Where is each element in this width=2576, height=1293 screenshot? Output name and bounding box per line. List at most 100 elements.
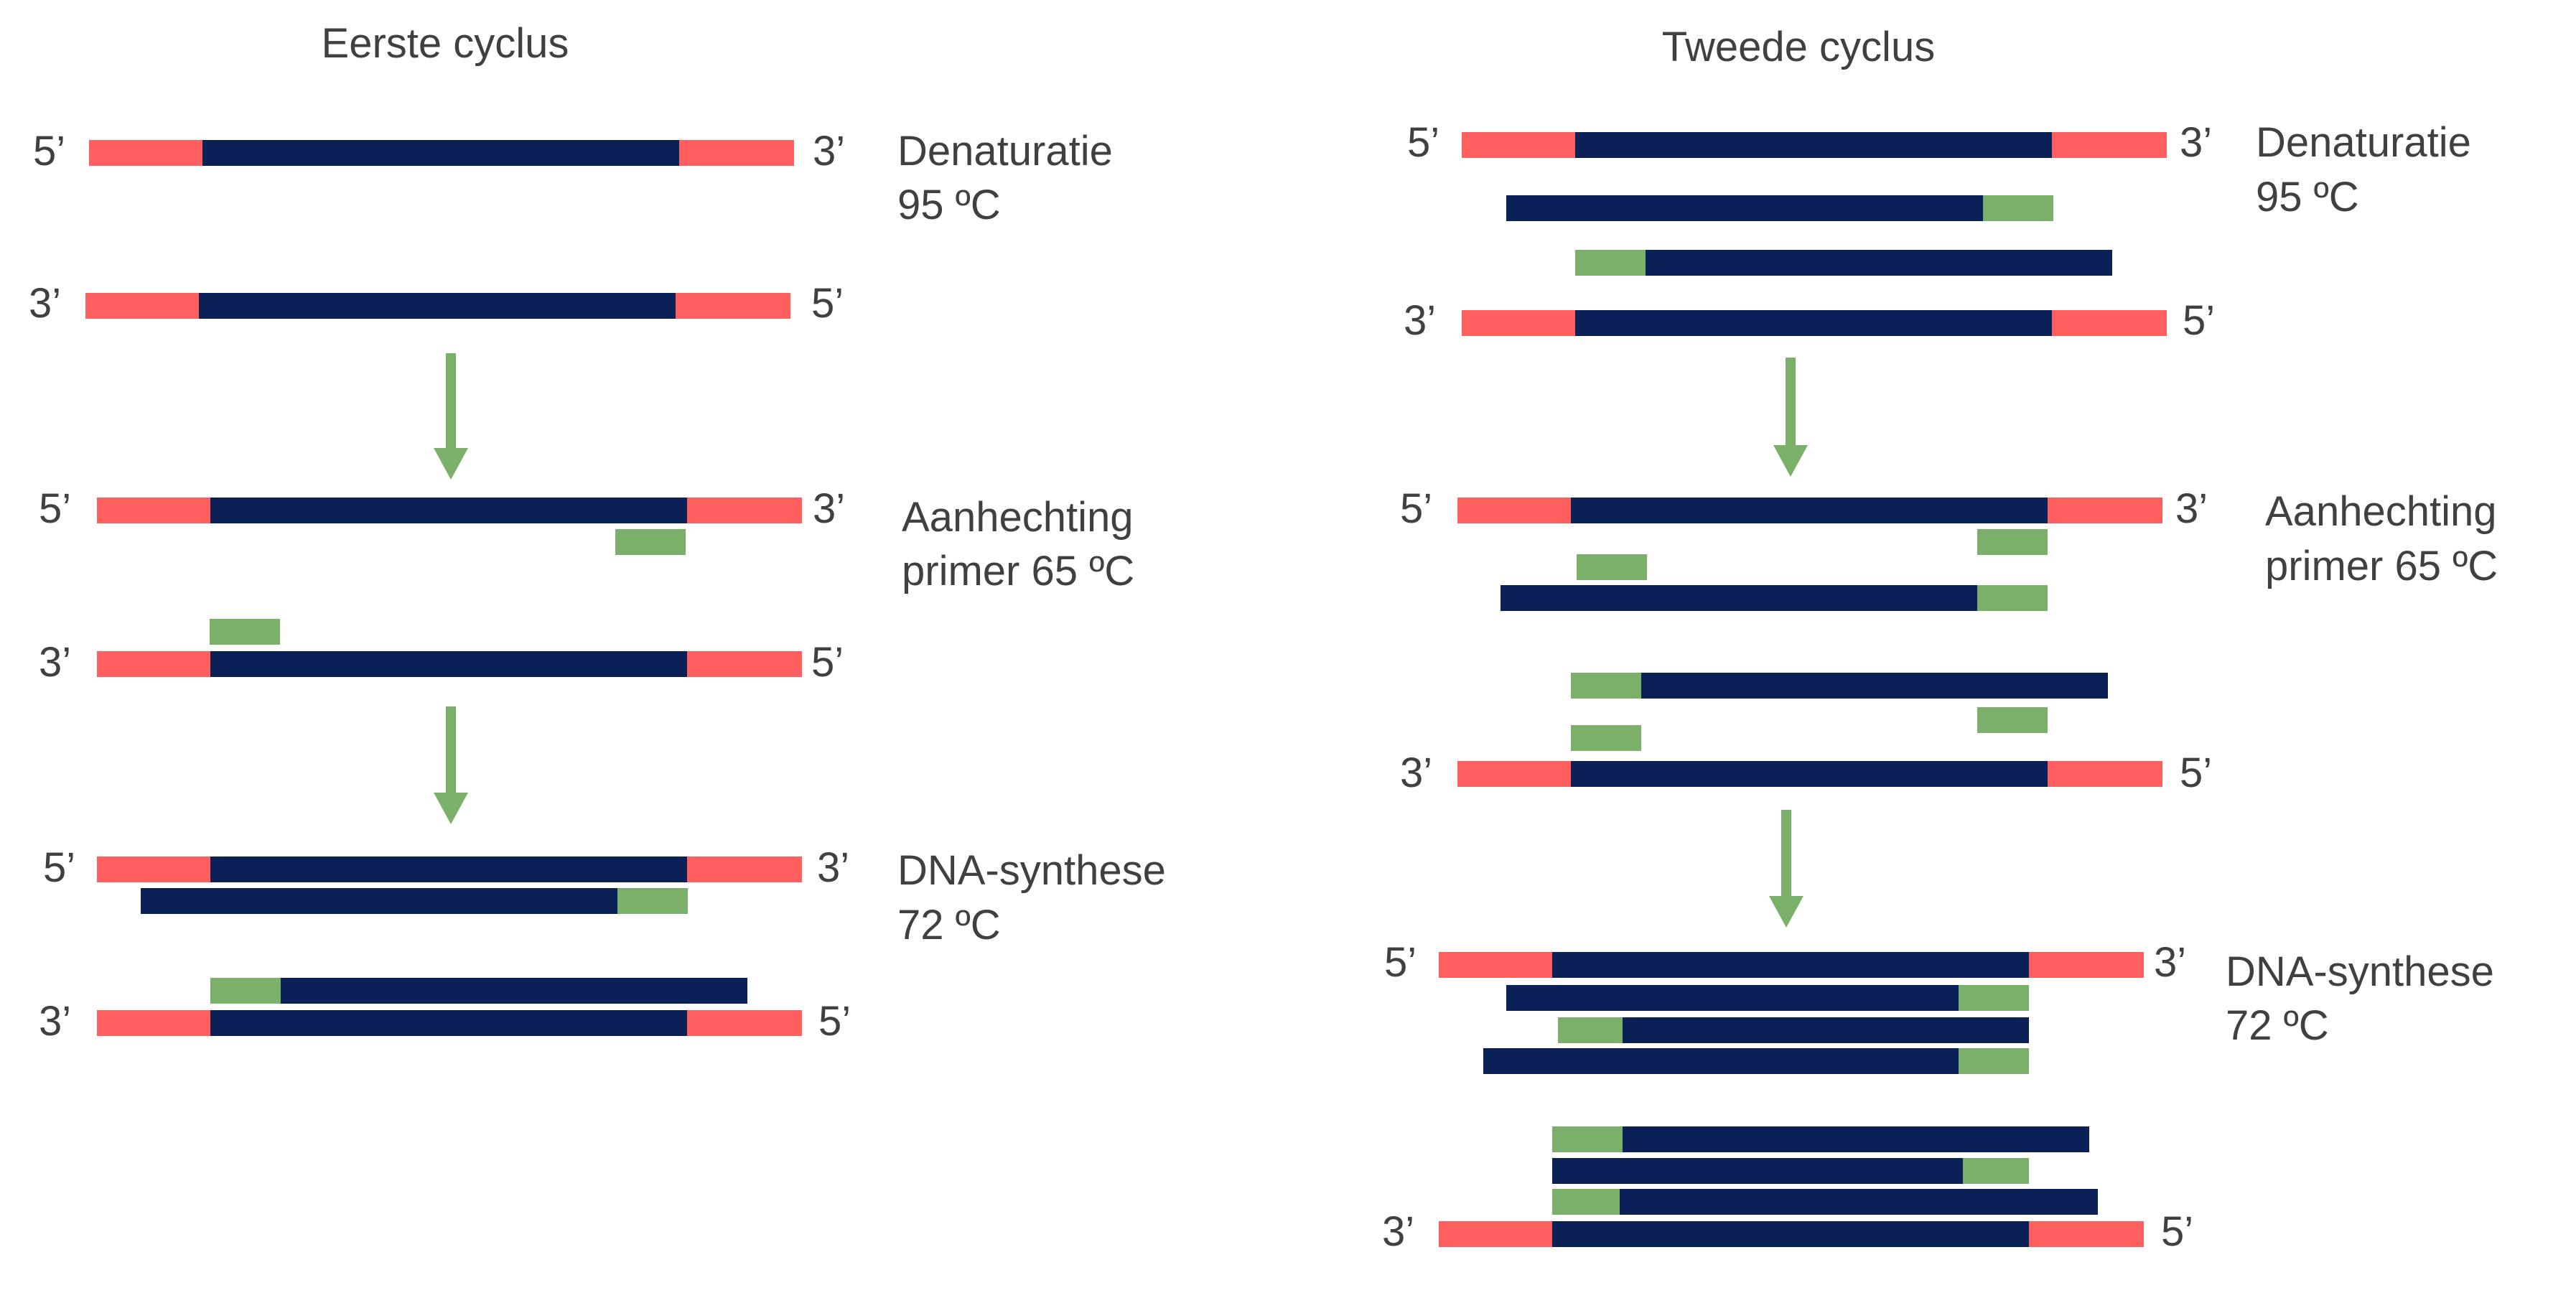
five-prime-label: 5’ (811, 639, 844, 686)
five-prime-label: 5’ (43, 844, 75, 891)
flank-segment (1439, 952, 1552, 978)
new-strand (1506, 195, 1983, 221)
step-label-line2: 72 ºC (2226, 1002, 2329, 1049)
three-prime-label: 3’ (2154, 939, 2186, 986)
primer (1552, 1189, 1620, 1215)
step-label-line2: 95 ºC (897, 182, 1001, 228)
five-prime-label: 5’ (2161, 1208, 2193, 1255)
step-label-line1: DNA-synthese (2226, 948, 2494, 995)
new-strand (1646, 250, 2112, 276)
step-label-line2: 95 ºC (2256, 174, 2359, 220)
three-prime-label: 3’ (2175, 485, 2208, 532)
step-label-line1: Denaturatie (2256, 119, 2471, 166)
template-strand (210, 1010, 687, 1036)
five-prime-label: 5’ (39, 485, 71, 532)
three-prime-label: 3’ (817, 844, 849, 891)
flank-segment (89, 140, 202, 166)
new-strand (1501, 585, 1977, 611)
primer (1983, 195, 2053, 221)
flank-segment (97, 498, 210, 523)
new-strand (1506, 985, 1959, 1011)
three-prime-label: 3’ (2180, 119, 2212, 166)
template-strand (1571, 498, 2048, 523)
cycle-1-title: Eerste cyclus (322, 20, 569, 67)
five-prime-label: 5’ (2183, 297, 2215, 344)
step-label-line1: Aanhechting (2265, 488, 2496, 535)
primer (1571, 725, 1641, 751)
new-strand (141, 888, 617, 914)
primer (1977, 529, 2048, 555)
step-label-line2: 72 ºC (897, 902, 1001, 948)
flank-segment (97, 651, 210, 677)
flank-segment (687, 498, 802, 523)
flank-segment (687, 856, 802, 882)
template-strand (1575, 310, 2052, 336)
step-arrow-head (434, 793, 468, 824)
new-strand (1641, 673, 2108, 699)
three-prime-label: 3’ (1404, 297, 1436, 344)
template-strand (210, 856, 687, 882)
cycle-1: Eerste cyclus 5’ 3’ 3’ 5’ Denaturatie 95… (29, 20, 1166, 1045)
flank-segment (97, 856, 210, 882)
primer (210, 978, 281, 1004)
primer (1577, 554, 1647, 580)
primer (1959, 985, 2029, 1011)
template-strand (199, 293, 676, 319)
template-strand (210, 651, 687, 677)
three-prime-label: 3’ (39, 639, 71, 686)
template-strand (1571, 761, 2048, 787)
step-label-line1: Aanhechting (902, 494, 1133, 541)
five-prime-label: 5’ (1400, 485, 1432, 532)
cycle-2: Tweede cyclus 5’ 3’ 3’ 5’ Denaturatie 95… (1382, 24, 2498, 1255)
flank-segment (2048, 761, 2162, 787)
primer (615, 529, 686, 555)
five-prime-label: 5’ (1407, 119, 1439, 166)
primer (1571, 673, 1641, 699)
template-strand (1552, 952, 2029, 978)
template-strand (210, 498, 687, 523)
flank-segment (2052, 310, 2167, 336)
five-prime-label: 5’ (2180, 750, 2212, 796)
five-prime-label: 5’ (811, 280, 844, 327)
template-strand (1552, 1221, 2029, 1247)
cycle-1-synthesis: 5’ 3’ 3’ 5’ DNA-synthese 72 ºC (39, 844, 1166, 1045)
primer (1558, 1017, 1623, 1043)
step-label-line2: primer 65 ºC (902, 548, 1134, 594)
three-prime-label: 3’ (39, 998, 71, 1045)
step-label-line1: Denaturatie (897, 128, 1113, 174)
flank-segment (676, 293, 790, 319)
three-prime-label: 3’ (813, 485, 845, 532)
five-prime-label: 5’ (33, 128, 65, 174)
cycle-2-synthesis: 5’ 3’ 3’ 5’ DNA-synthese 72 ºC (1382, 939, 2494, 1255)
flank-segment (1462, 132, 1575, 158)
cycle-2-title: Tweede cyclus (1662, 24, 1935, 70)
template-strand (202, 140, 679, 166)
three-prime-label: 3’ (813, 128, 845, 174)
three-prime-label: 3’ (1382, 1208, 1414, 1255)
new-strand (281, 978, 747, 1004)
new-strand (1623, 1017, 2029, 1043)
primer (1977, 707, 2048, 733)
primer (1552, 1126, 1623, 1152)
flank-segment (679, 140, 794, 166)
cycle-1-denaturation: 5’ 3’ 3’ 5’ Denaturatie 95 ºC (29, 128, 1113, 327)
flank-segment (1457, 498, 1571, 523)
flank-segment (2052, 132, 2167, 158)
five-prime-label: 5’ (818, 998, 851, 1045)
new-strand (1552, 1158, 1963, 1184)
flank-segment (97, 1010, 210, 1036)
flank-segment (2029, 952, 2144, 978)
flank-segment (2048, 498, 2162, 523)
cycle-2-denaturation: 5’ 3’ 3’ 5’ Denaturatie 95 ºC (1404, 119, 2471, 344)
primer (1977, 585, 2048, 611)
five-prime-label: 5’ (1384, 939, 1417, 986)
cycle-2-annealing: 5’ 3’ 3’ 5’ Aanhechting primer 65 ºC (1400, 485, 2498, 796)
step-arrow-head (1773, 445, 1808, 477)
new-strand (1623, 1126, 2089, 1152)
flank-segment (1457, 761, 1571, 787)
flank-segment (1439, 1221, 1552, 1247)
flank-segment (1462, 310, 1575, 336)
step-arrow-head (1769, 896, 1803, 928)
primer (1575, 250, 1646, 276)
